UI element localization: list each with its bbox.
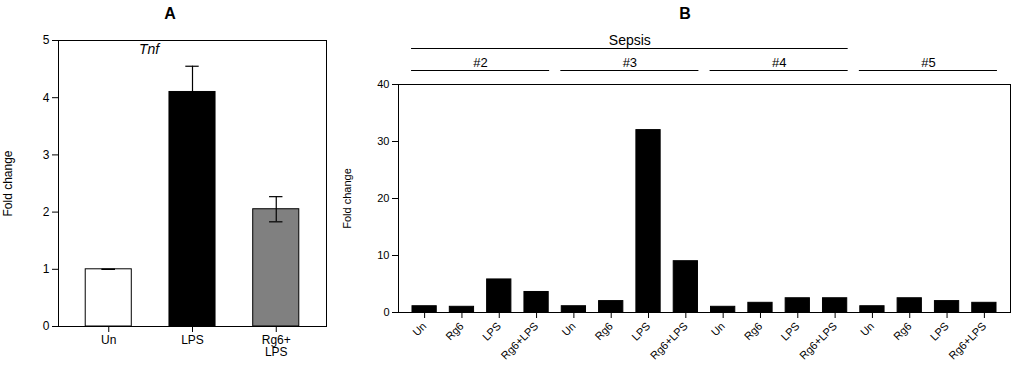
svg-text:Rg6+LPS: Rg6+LPS [648,320,690,362]
svg-text:Sepsis: Sepsis [609,32,651,48]
svg-text:LPS: LPS [779,320,802,343]
svg-text:Un: Un [101,333,116,347]
svg-text:#3: #3 [623,55,637,70]
svg-text:Fold change: Fold change [1,150,15,216]
svg-text:LPS: LPS [181,333,204,347]
svg-text:Rg6+LPS: Rg6+LPS [498,320,540,362]
svg-text:20: 20 [377,192,389,204]
svg-text:Rg6: Rg6 [891,320,914,343]
svg-text:5: 5 [43,33,50,47]
html-text:A: A [164,5,176,22]
svg-text:Un: Un [410,320,428,338]
svg-text:40: 40 [377,78,389,90]
svg-text:#2: #2 [473,55,487,70]
svg-text:Rg6+LPS: Rg6+LPS [797,320,839,362]
svg-text:Un: Un [559,320,577,338]
svg-text:Rg6: Rg6 [742,320,765,343]
svg-text:1: 1 [43,262,50,276]
svg-text:LPS: LPS [629,320,652,343]
svg-text:LPS: LPS [480,320,503,343]
svg-text:Un: Un [709,320,727,338]
svg-text:#5: #5 [921,55,935,70]
svg-text:0: 0 [383,306,389,318]
svg-text:Rg6: Rg6 [443,320,466,343]
svg-text:0: 0 [43,319,50,333]
svg-text:Rg6+LPS: Rg6+LPS [946,320,988,362]
svg-text:Rg6+LPS: Rg6+LPS [262,333,291,359]
svg-text:3: 3 [43,148,50,162]
svg-text:2: 2 [43,205,50,219]
svg-text:4: 4 [43,91,50,105]
svg-text:Fold change: Fold change [341,168,353,229]
svg-text:Tnf: Tnf [139,41,161,57]
svg-text:#4: #4 [772,55,786,70]
svg-text:Rg6: Rg6 [592,320,615,343]
svg-text:30: 30 [377,135,389,147]
svg-text:Un: Un [858,320,876,338]
svg-text:10: 10 [377,249,389,261]
svg-text:LPS: LPS [928,320,951,343]
html-text:B: B [679,5,691,22]
